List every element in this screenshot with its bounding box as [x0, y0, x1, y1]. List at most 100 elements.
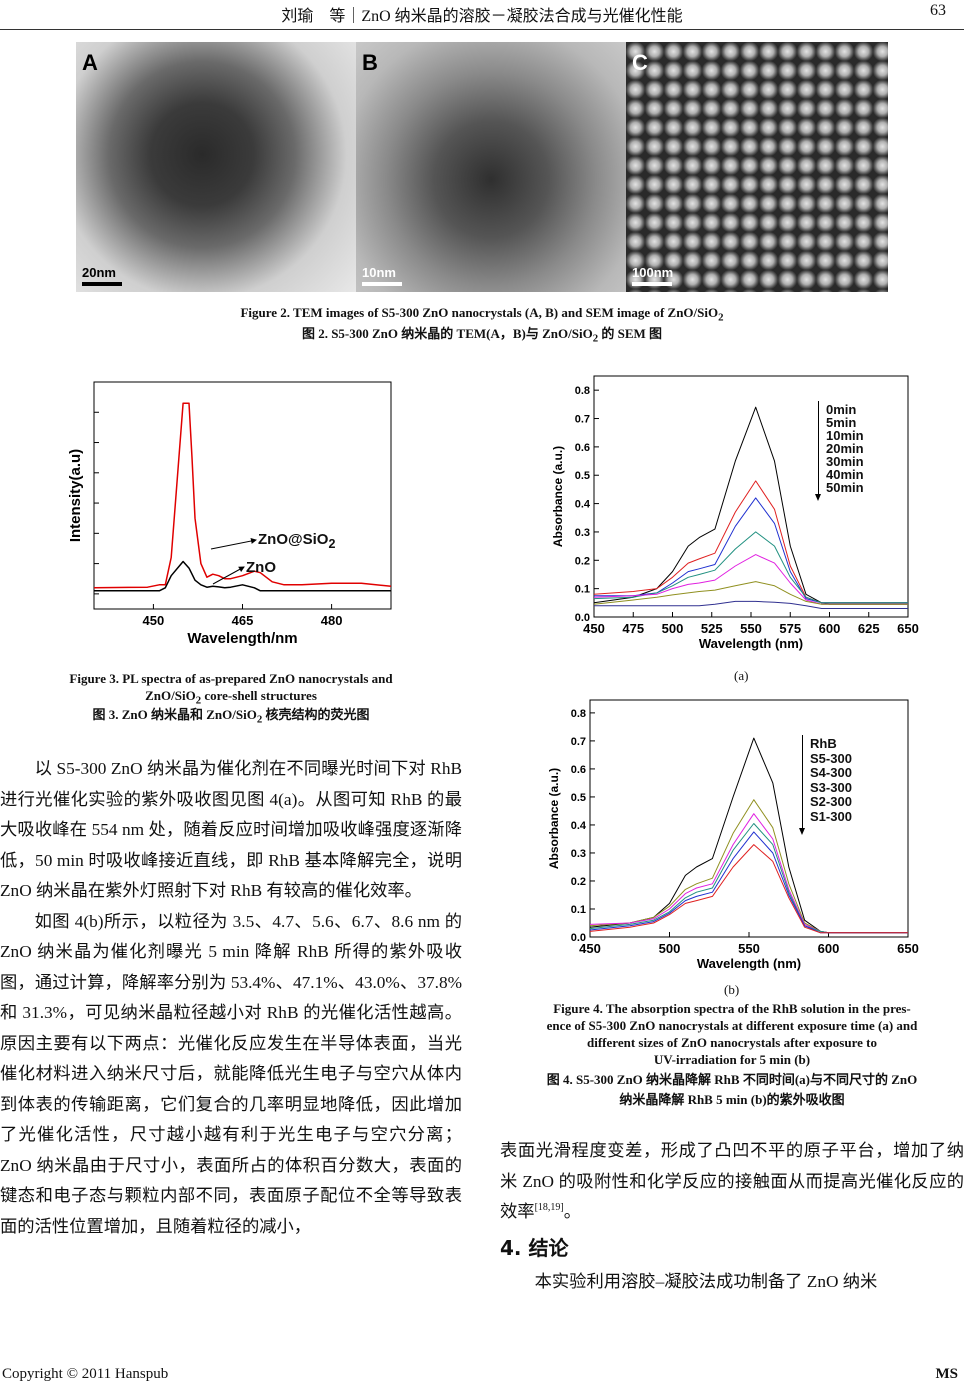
figure4a-chart: 450 475 500 525 550 575 600 625 650 0.0 0.1 0.2 0.3 0…	[551, 375, 919, 651]
x-tick-label: 500	[659, 941, 681, 956]
x-axis-label: Wavelength (nm)	[697, 956, 801, 971]
scale-bar: 100nm	[632, 265, 673, 286]
x-tick-label: 550	[738, 941, 760, 956]
paragraph: 以 S5-300 ZnO 纳米晶为催化剂在不同曝光时间下对 RhB 进行光催化实…	[0, 759, 462, 900]
series-line-20min	[593, 531, 908, 604]
x-axis-label: Wavelength/nm	[187, 630, 297, 647]
x-tick-label: 450	[579, 941, 601, 956]
x-tick-label: 480	[321, 613, 343, 628]
legend-entry: 10min	[826, 428, 864, 443]
legend-entry: 0min	[826, 402, 857, 417]
series-line-0min	[593, 406, 908, 605]
x-tick-label: 600	[819, 621, 841, 636]
series-line-s5-300	[589, 799, 908, 934]
x-tick-label: 650	[897, 621, 919, 636]
series-line-50min	[594, 600, 908, 609]
y-tick-label: 0.7	[571, 736, 586, 748]
legend-entry: RhB	[810, 736, 837, 751]
x-tick-label: 500	[662, 621, 684, 636]
figure4-caption-zh: 图 4. S5-300 ZnO 纳米晶降解 RhB 不同时间(a)与不同尺寸的 …	[546, 1072, 918, 1107]
figure3-captions: Figure 3. PL spectra of as-prepared ZnO …	[0, 670, 462, 726]
label-zno-sio2: ZnO@SiO2	[258, 531, 336, 551]
y-tick-label: 0.4	[575, 499, 591, 511]
y-tick-label: 0.6	[575, 442, 590, 454]
paragraph: 如图 4(b)所示，以粒径为 3.5、4.7、5.6、6.7、8.6 nm 的 …	[0, 911, 462, 1236]
running-header: 刘瑜 等｜ZnO 纳米晶的溶胶－凝胶法合成与光催化性能	[281, 8, 683, 25]
figure2-caption-en: Figure 2. TEM images of S5-300 ZnO nanoc…	[240, 305, 724, 324]
scale-label: 10nm	[362, 265, 396, 280]
series-line-s1-300	[589, 844, 908, 934]
figure4b-chart: 450 500 550 600 650 0.0 0.1 0.2 0.3 0.4 0.5 0.6 0.7 0…	[547, 699, 919, 971]
figure4a-sublabel: (a)	[734, 668, 749, 683]
figure4b-legend: RhB S5-300 S4-300 S3-300 S2-300 S1-300	[799, 735, 852, 835]
legend-entry: S1-300	[810, 808, 852, 824]
y-tick-label: 0.2	[575, 555, 590, 567]
legend-entry: S2-300	[810, 794, 852, 809]
y-tick-label: 0.4	[571, 820, 587, 832]
series-line-10min	[594, 497, 908, 604]
y-axis-label: Intensity(a.u)	[67, 449, 84, 542]
figure4a-legend: 0min 5min 10min 20min 30min 40min 50min	[815, 401, 864, 501]
legend-entry: S3-300	[810, 779, 852, 795]
y-tick-label: 0.8	[571, 708, 586, 720]
y-tick-label: 0.3	[575, 527, 590, 539]
tem-image-b: B 10nm	[356, 42, 626, 292]
y-axis-label: Absorbance (a.u.)	[547, 768, 561, 869]
y-tick-label: 0.8	[575, 385, 590, 397]
figure4b-sublabel: (b)	[724, 982, 740, 997]
y-tick-label: 0.2	[571, 876, 586, 888]
x-tick-label: 650	[897, 941, 919, 956]
legend-entry: 5min	[826, 415, 857, 430]
y-tick-label: 0.7	[575, 414, 590, 426]
series-line-30min	[593, 554, 908, 605]
y-tick-label: 0.5	[571, 792, 586, 804]
scale-label: 20nm	[82, 265, 116, 280]
series-line-zno	[94, 560, 391, 592]
x-tick-label: 550	[740, 621, 762, 636]
plot-frame	[589, 699, 909, 938]
legend-arrow-down-icon	[799, 735, 805, 835]
legend-entry: 50min	[826, 480, 864, 495]
series-line-s3-300	[589, 823, 908, 934]
x-tick-label: 450	[143, 613, 165, 628]
y-tick-label: 0.0	[575, 612, 590, 624]
y-axis-label: Absorbance (a.u.)	[551, 446, 565, 547]
figure3-caption-en-1: Figure 3. PL spectra of as-prepared ZnO …	[69, 671, 393, 686]
figure4-caption-en: Figure 4. The absorption spectra of the …	[546, 1001, 918, 1067]
figure3-pl-chart: 450 465 480 Wavelength/nm Intensity(a.u)	[67, 381, 392, 647]
header-rule	[0, 29, 964, 30]
legend-arrow-down-icon	[815, 401, 821, 501]
legend-entry: 30min	[826, 454, 864, 469]
series-line-zno-sio2	[93, 402, 392, 589]
y-tick-label: 0.1	[571, 904, 586, 916]
x-tick-label: 450	[583, 621, 605, 636]
y-tick-label: 0.5	[575, 470, 590, 482]
figure2-captions: Figure 2. TEM images of S5-300 ZnO nanoc…	[0, 304, 964, 345]
x-tick-label: 625	[858, 621, 880, 636]
x-tick-label: 600	[818, 941, 840, 956]
series-line-s2-300	[589, 831, 908, 934]
x-axis-label: Wavelength (nm)	[699, 636, 803, 651]
x-tick-label: 475	[622, 621, 644, 636]
x-tick-label: 575	[779, 621, 801, 636]
sem-image-c: C 100nm	[626, 42, 888, 292]
figure2-caption-zh: 图 2. S5-300 ZnO 纳米晶的 TEM(A，B)与 ZnO/SiO2 …	[301, 326, 663, 345]
right-column: 表面光滑程度变差，形成了凸凹不平的原子平台，增加了纳米 ZnO 的吸附性和化学反…	[500, 1136, 964, 1297]
y-tick-label: 0.3	[571, 848, 586, 860]
y-tick-label: 0.1	[575, 584, 590, 596]
panel-label: B	[362, 50, 378, 75]
x-tick-label: 465	[232, 613, 254, 628]
series-line-40min	[593, 581, 908, 605]
figure3-caption-zh: 图 3. ZnO 纳米晶和 ZnO/SiO2 核壳结构的荧光图	[92, 707, 370, 726]
section-heading: 4. 结论	[500, 1235, 569, 1260]
page-number: 63	[930, 2, 946, 19]
paragraph: 表面光滑程度变差，形成了凸凹不平的原子平台，增加了纳米 ZnO 的吸附性和化学反…	[500, 1141, 964, 1221]
legend-entry: 20min	[826, 441, 864, 456]
scale-bar: 20nm	[82, 265, 122, 286]
series-line-s4-300	[589, 813, 908, 934]
y-tick-label: 0.0	[571, 932, 586, 944]
paragraph: 本实验利用溶胶–凝胶法成功制备了 ZnO 纳米	[534, 1271, 878, 1291]
panel-label: A	[82, 50, 98, 75]
panel-label: C	[632, 50, 648, 75]
